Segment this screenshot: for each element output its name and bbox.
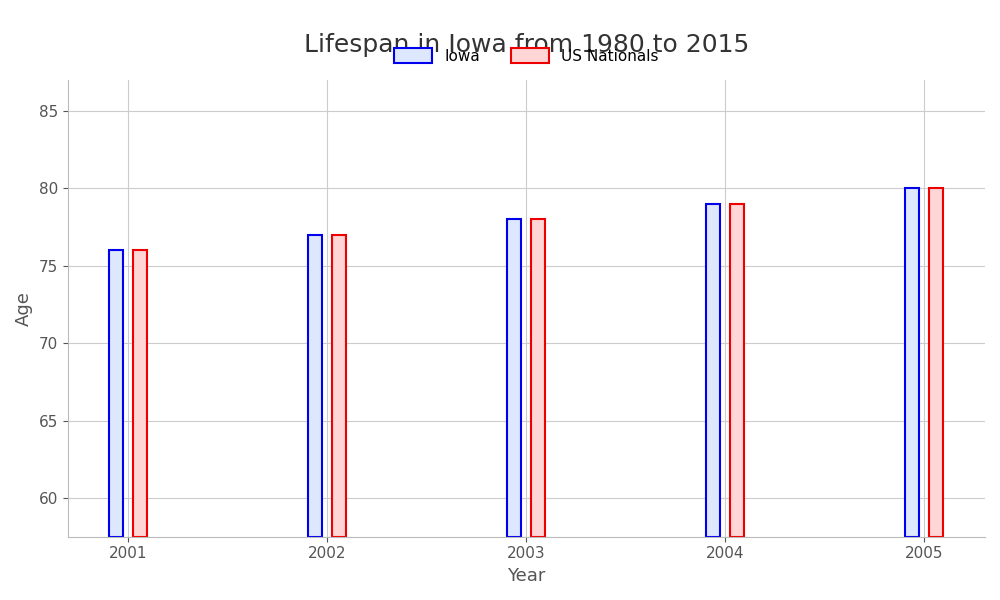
Bar xyxy=(507,219,521,537)
Bar xyxy=(332,235,346,537)
Bar xyxy=(905,188,919,537)
X-axis label: Year: Year xyxy=(507,567,546,585)
Bar xyxy=(706,203,720,537)
Bar xyxy=(308,235,322,537)
Bar xyxy=(133,250,147,537)
Title: Lifespan in Iowa from 1980 to 2015: Lifespan in Iowa from 1980 to 2015 xyxy=(304,33,749,57)
Bar xyxy=(730,203,744,537)
Legend: Iowa, US Nationals: Iowa, US Nationals xyxy=(388,42,665,70)
Bar xyxy=(109,250,123,537)
Bar xyxy=(531,219,545,537)
Bar xyxy=(929,188,943,537)
Y-axis label: Age: Age xyxy=(15,291,33,326)
